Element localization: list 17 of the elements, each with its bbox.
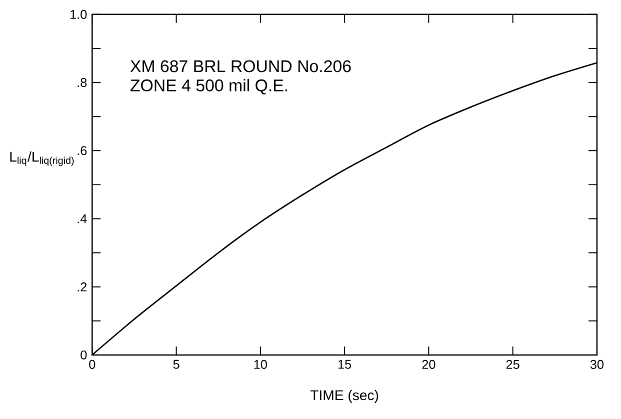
x-tick-label: 15: [338, 360, 352, 369]
x-tick-label: 10: [254, 360, 267, 369]
x-tick-label: 20: [422, 360, 436, 369]
y-tick-label: 1.0: [70, 10, 87, 19]
x-tick-label: 0: [89, 360, 96, 369]
annotation: XM 687 BRL ROUND No.206: [130, 60, 351, 72]
annotation: ZONE 4 500 mil Q.E.: [130, 78, 288, 94]
y-tick-label: .6: [78, 146, 87, 156]
x-tick-label: 30: [590, 360, 604, 369]
y-tick-label: .2: [78, 282, 87, 292]
y-tick-label: .4: [78, 214, 87, 224]
y-tick-label: 0: [80, 350, 87, 360]
y-tick-label: .8: [78, 78, 87, 87]
x-axis-title: TIME (sec): [310, 390, 378, 403]
x-tick-label: 25: [506, 360, 520, 369]
y-axis-title: L$_{liq}$/L$_{liq(rigid)}$: [10, 151, 74, 166]
x-tick-label: 5: [173, 360, 180, 369]
